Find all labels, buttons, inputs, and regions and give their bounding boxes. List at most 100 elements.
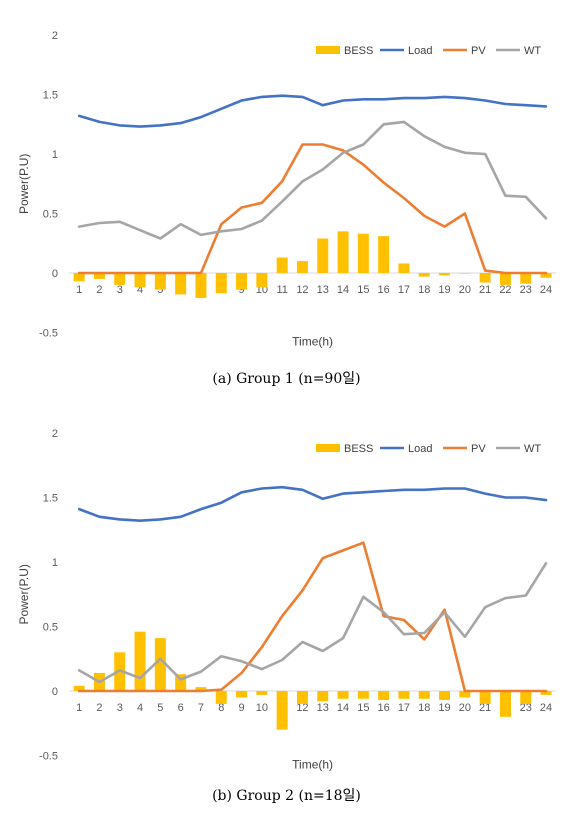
y-tick-label: 0.5 [43, 622, 58, 634]
bess-bar [296, 691, 308, 704]
x-tick-label: 1 [76, 284, 82, 296]
x-tick-label: 3 [117, 702, 123, 714]
bess-bar [398, 691, 410, 699]
bess-bar [459, 273, 471, 274]
x-tick-label: 11 [276, 284, 287, 296]
x-tick-label: 2 [96, 702, 102, 714]
bess-bar [418, 273, 430, 277]
x-axis-title: Time(h) [292, 758, 333, 772]
wt-line [77, 120, 548, 240]
x-tick-label: 2 [96, 284, 102, 296]
bess-bar [317, 691, 329, 702]
x-tick-label: 1 [76, 702, 82, 714]
bess-bar [459, 691, 471, 698]
bess-bar [236, 273, 248, 290]
chart-panel-group-2: 21.510.50-0.5123456789101112131415161718… [0, 408, 573, 817]
x-tick-label: 4 [137, 702, 143, 714]
legend-label-wt: WT [524, 443, 541, 455]
y-tick-label: 0 [52, 268, 58, 280]
x-tick-label: 9 [238, 702, 244, 714]
bess-bar [73, 273, 85, 282]
bess-bar [276, 691, 288, 730]
bess-bar [398, 263, 410, 273]
x-tick-label: 5 [157, 702, 163, 714]
x-tick-label: 13 [317, 702, 329, 714]
y-tick-label: 1.5 [43, 493, 58, 505]
x-tick-label: 12 [296, 702, 308, 714]
bess-bar [479, 691, 491, 704]
bess-bar [540, 691, 552, 695]
bess-bar [195, 687, 207, 691]
bess-bar [114, 273, 126, 285]
bess-bar [134, 631, 146, 691]
legend-swatch-bess [316, 444, 340, 452]
x-tick-label: 9 [238, 284, 244, 296]
y-tick-label: 2 [52, 428, 58, 440]
x-tick-label: 22 [499, 284, 511, 296]
bess-bar [215, 273, 227, 294]
y-tick-label: 1 [52, 149, 58, 161]
bess-bar [418, 691, 430, 699]
x-tick-label: 5 [157, 284, 163, 296]
x-tick-label: 13 [317, 284, 329, 296]
bess-bar [540, 273, 552, 278]
bess-bar [93, 273, 105, 279]
legend-label-wt: WT [524, 45, 541, 57]
x-tick-label: 21 [479, 284, 491, 296]
bess-bar [337, 691, 349, 699]
bess-bar [357, 233, 369, 273]
chart-svg-group-2: 21.510.50-0.5123456789101112131415161718… [17, 428, 557, 772]
legend-swatch-bess [316, 46, 340, 54]
pv-line [77, 541, 548, 693]
bess-bar [134, 273, 146, 288]
x-tick-label: 20 [459, 702, 471, 714]
bess-bar [175, 674, 187, 691]
x-tick-label: 23 [520, 284, 532, 296]
x-tick-label: 18 [418, 702, 430, 714]
x-tick-label: 16 [378, 284, 390, 296]
y-tick-label: -0.5 [39, 328, 58, 340]
x-tick-label: 19 [438, 702, 450, 714]
bess-bar [175, 273, 187, 295]
x-tick-label: 14 [337, 702, 349, 714]
bess-bar [276, 257, 288, 273]
x-tick-label: 6 [178, 702, 184, 714]
load-line [77, 485, 548, 522]
y-tick-label: -0.5 [39, 751, 58, 763]
chart-panel-group-1: 21.510.50-0.5123456789101112131415161718… [0, 0, 573, 400]
x-tick-label: 19 [438, 284, 450, 296]
x-tick-label: 23 [520, 702, 532, 714]
x-tick-label: 21 [479, 702, 491, 714]
y-axis-title: Power(P.U) [17, 564, 31, 624]
x-tick-label: 15 [357, 702, 369, 714]
x-tick-label: 8 [218, 702, 224, 714]
bess-bar [296, 261, 308, 273]
load-line [77, 94, 548, 128]
x-tick-label: 10 [256, 702, 268, 714]
x-tick-label: 24 [540, 284, 552, 296]
bess-bar [439, 691, 451, 701]
bess-bar [378, 236, 390, 273]
bess-bar [317, 238, 329, 273]
bess-bar [154, 273, 166, 290]
x-tick-label: 18 [418, 284, 430, 296]
bess-bar [195, 273, 207, 298]
legend-label-pv: PV [471, 443, 486, 455]
x-tick-label: 17 [398, 284, 410, 296]
y-tick-label: 2 [52, 30, 58, 42]
legend-label-load: Load [408, 45, 432, 57]
wt-line [77, 562, 548, 684]
chart-caption: (a) Group 1 (n=90일) [212, 371, 361, 387]
bess-bar [520, 273, 532, 284]
bess-bar [520, 691, 532, 704]
y-tick-label: 1 [52, 557, 58, 569]
bess-bar [479, 273, 491, 283]
x-tick-label: 15 [357, 284, 369, 296]
x-tick-label: 3 [117, 284, 123, 296]
bess-bar [236, 691, 248, 698]
legend-label-pv: PV [471, 45, 486, 57]
bess-bar [256, 691, 268, 695]
y-axis-title: Power(P.U) [17, 154, 31, 214]
bess-bar [439, 273, 451, 276]
x-tick-label: 16 [378, 702, 390, 714]
